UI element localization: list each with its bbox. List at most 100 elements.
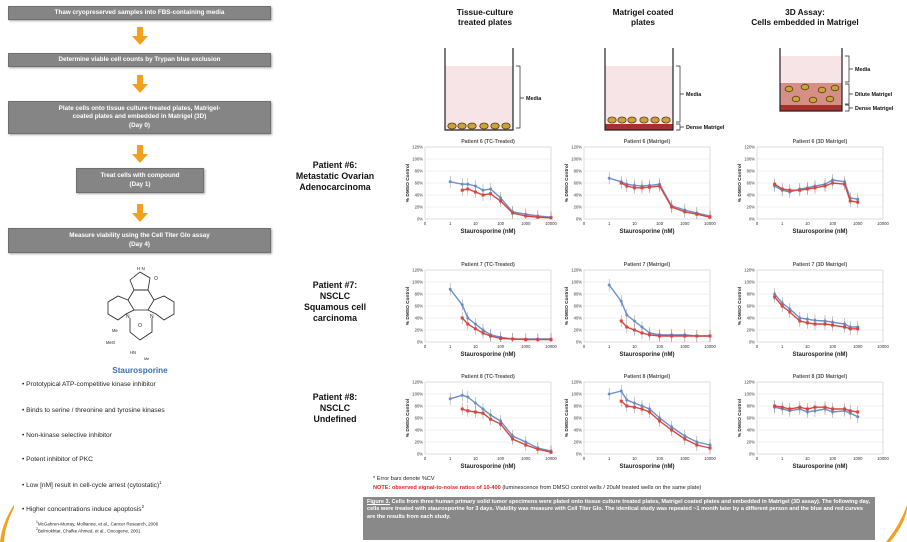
series-point <box>683 210 687 214</box>
x-axis-label: Staurosporine (nM) <box>793 352 848 358</box>
series-point <box>708 334 712 338</box>
n-left-label: N <box>126 314 130 320</box>
central-ring <box>127 289 155 311</box>
chart-patient8-tc: 0% 20% 40% 60% 80% 100% 120% 0 1 10 100 1000 10000 Pa… <box>403 370 558 470</box>
series-point <box>823 322 827 326</box>
series-point <box>481 193 485 197</box>
column-title-tc: Tissue-culture treated plates <box>456 7 514 27</box>
flow-step-thaw: Thaw cryopreserved samples into FBS-cont… <box>8 6 271 20</box>
x-tick-label: 10 <box>473 344 478 349</box>
x-tick-label: 1 <box>449 344 452 349</box>
series-point <box>670 334 674 338</box>
y-tick-label: 100% <box>571 392 582 397</box>
bullet-item: • Higher concentrations induce apoptosis… <box>22 504 144 514</box>
series-point <box>524 338 528 342</box>
chart-svg: 0% 20% 40% 60% 80% 100% 120% 0 1 10 100 1000 10000 Pa… <box>737 374 889 470</box>
series-point <box>780 304 784 308</box>
hn-label: HN <box>130 350 136 355</box>
flow-step-text: Determine viable cell counts by Trypan b… <box>58 55 221 63</box>
series-point <box>805 321 809 325</box>
flow-step-text: Treat cells with compound <box>100 172 180 180</box>
x-axis-label: Staurosporine (nM) <box>793 464 848 470</box>
chart-title: Patient 6 (Matrigel) <box>624 139 671 145</box>
series-point <box>460 316 464 320</box>
chart-patient8-matrigel: 0% 20% 40% 60% 80% 100% 120% 0 1 10 100 1000 10000 Pa… <box>562 370 717 470</box>
series-point <box>831 181 835 185</box>
y-tick-label: 40% <box>574 316 583 321</box>
series-point <box>625 404 629 408</box>
x-tick-label: 0 <box>583 456 586 461</box>
dilute-bracket <box>845 83 853 105</box>
y-tick-label: 120% <box>412 145 423 150</box>
series-point <box>658 184 662 188</box>
figure-caption: Figure 3. Cells from three human primary… <box>363 497 875 540</box>
figure-label: Figure 3. <box>367 499 391 505</box>
y-tick-label: 40% <box>415 428 424 433</box>
x-tick-label: 10 <box>632 344 637 349</box>
x-tick-label: 100 <box>829 344 837 349</box>
chart-patient8-3d: 0% 20% 40% 60% 80% 100% 120% 0 1 10 100 1000 10000 Pa… <box>735 370 890 470</box>
series-point <box>473 410 477 414</box>
patient-8-label: Patient #8: NSCLC Undefined <box>312 392 358 424</box>
y-tick-label: 80% <box>415 292 424 297</box>
y-tick-label: 20% <box>415 328 424 333</box>
chart-title: Patient 6 (3D Matrigel) <box>793 139 848 145</box>
chart-svg: 0% 20% 40% 60% 80% 100% 120% 0 1 10 100 1000 10000 Pa… <box>405 374 557 470</box>
series-point <box>798 405 802 409</box>
chart-svg: 0% 20% 40% 60% 80% 100% 120% 0 1 10 100 1000 10000 Pa… <box>564 262 716 358</box>
series-point <box>856 410 860 414</box>
x-tick-label: 1 <box>781 344 784 349</box>
me2-label: Me <box>144 357 149 361</box>
series-point <box>843 182 847 186</box>
x-tick-label: 1000 <box>521 456 531 461</box>
x-tick-label: 10 <box>632 456 637 461</box>
y-tick-label: 0% <box>749 217 755 222</box>
flow-step-text: (Day 1) <box>129 180 151 188</box>
y-axis-label: % DMSO Control <box>737 164 743 202</box>
left-rings <box>107 295 135 321</box>
series-point <box>670 428 674 432</box>
y-tick-label: 0% <box>749 452 755 457</box>
x-axis-label: Staurosporine (nM) <box>461 464 516 470</box>
series-point <box>549 216 553 220</box>
y-tick-label: 60% <box>747 181 756 186</box>
series-point <box>788 188 792 192</box>
dense-matrigel-layer <box>605 124 673 130</box>
y-tick-label: 60% <box>415 181 424 186</box>
x-tick-label: 100 <box>656 221 664 226</box>
y-tick-label: 80% <box>574 169 583 174</box>
series-point <box>648 185 652 189</box>
y-tick-label: 20% <box>415 440 424 445</box>
series-line <box>620 320 710 337</box>
y-tick-label: 60% <box>415 416 424 421</box>
x-axis-label: Staurosporine (nM) <box>461 229 516 235</box>
y-tick-label: 0% <box>576 217 582 222</box>
x-axis-label: Staurosporine (nM) <box>793 229 848 235</box>
series-point <box>823 184 827 188</box>
x-tick-label: 10 <box>805 344 810 349</box>
chart-svg: 0% 20% 40% 60% 80% 100% 120% 0 1 10 100 1000 10000 Pa… <box>737 262 889 358</box>
y-tick-label: 120% <box>571 380 582 385</box>
chart-svg: 0% 20% 40% 60% 80% 100% 120% 0 1 10 100 1000 10000 Pa… <box>405 139 557 235</box>
series-point <box>813 322 817 326</box>
x-tick-label: 1 <box>608 456 611 461</box>
series-point <box>607 176 611 180</box>
bullet-item: • Binds to serine / threonine and tyrosi… <box>22 407 165 414</box>
x-tick-label: 0 <box>756 456 759 461</box>
series-point <box>511 337 515 341</box>
reference-1: 1McGahren-Murray, Mollianne, et al., Can… <box>36 520 159 527</box>
chart-title: Patient 8 (TC-Treated) <box>461 374 515 380</box>
x-tick-label: 10000 <box>877 456 889 461</box>
series-point <box>448 180 452 184</box>
cell-cluster <box>784 83 840 104</box>
series-point <box>489 417 493 421</box>
series-point <box>695 443 699 447</box>
chart-svg: 0% 20% 40% 60% 80% 100% 120% 0 1 10 100 1000 10000 Pa… <box>564 374 716 470</box>
series-point <box>683 334 687 338</box>
y-tick-label: 40% <box>747 428 756 433</box>
series-point <box>466 322 470 326</box>
chart-patient6-matrigel: 0% 20% 40% 60% 80% 100% 120% 0 1 10 100 1000 10000 Pa… <box>562 135 717 235</box>
series-point <box>619 319 623 323</box>
x-tick-label: 10 <box>473 221 478 226</box>
x-tick-label: 100 <box>656 344 664 349</box>
